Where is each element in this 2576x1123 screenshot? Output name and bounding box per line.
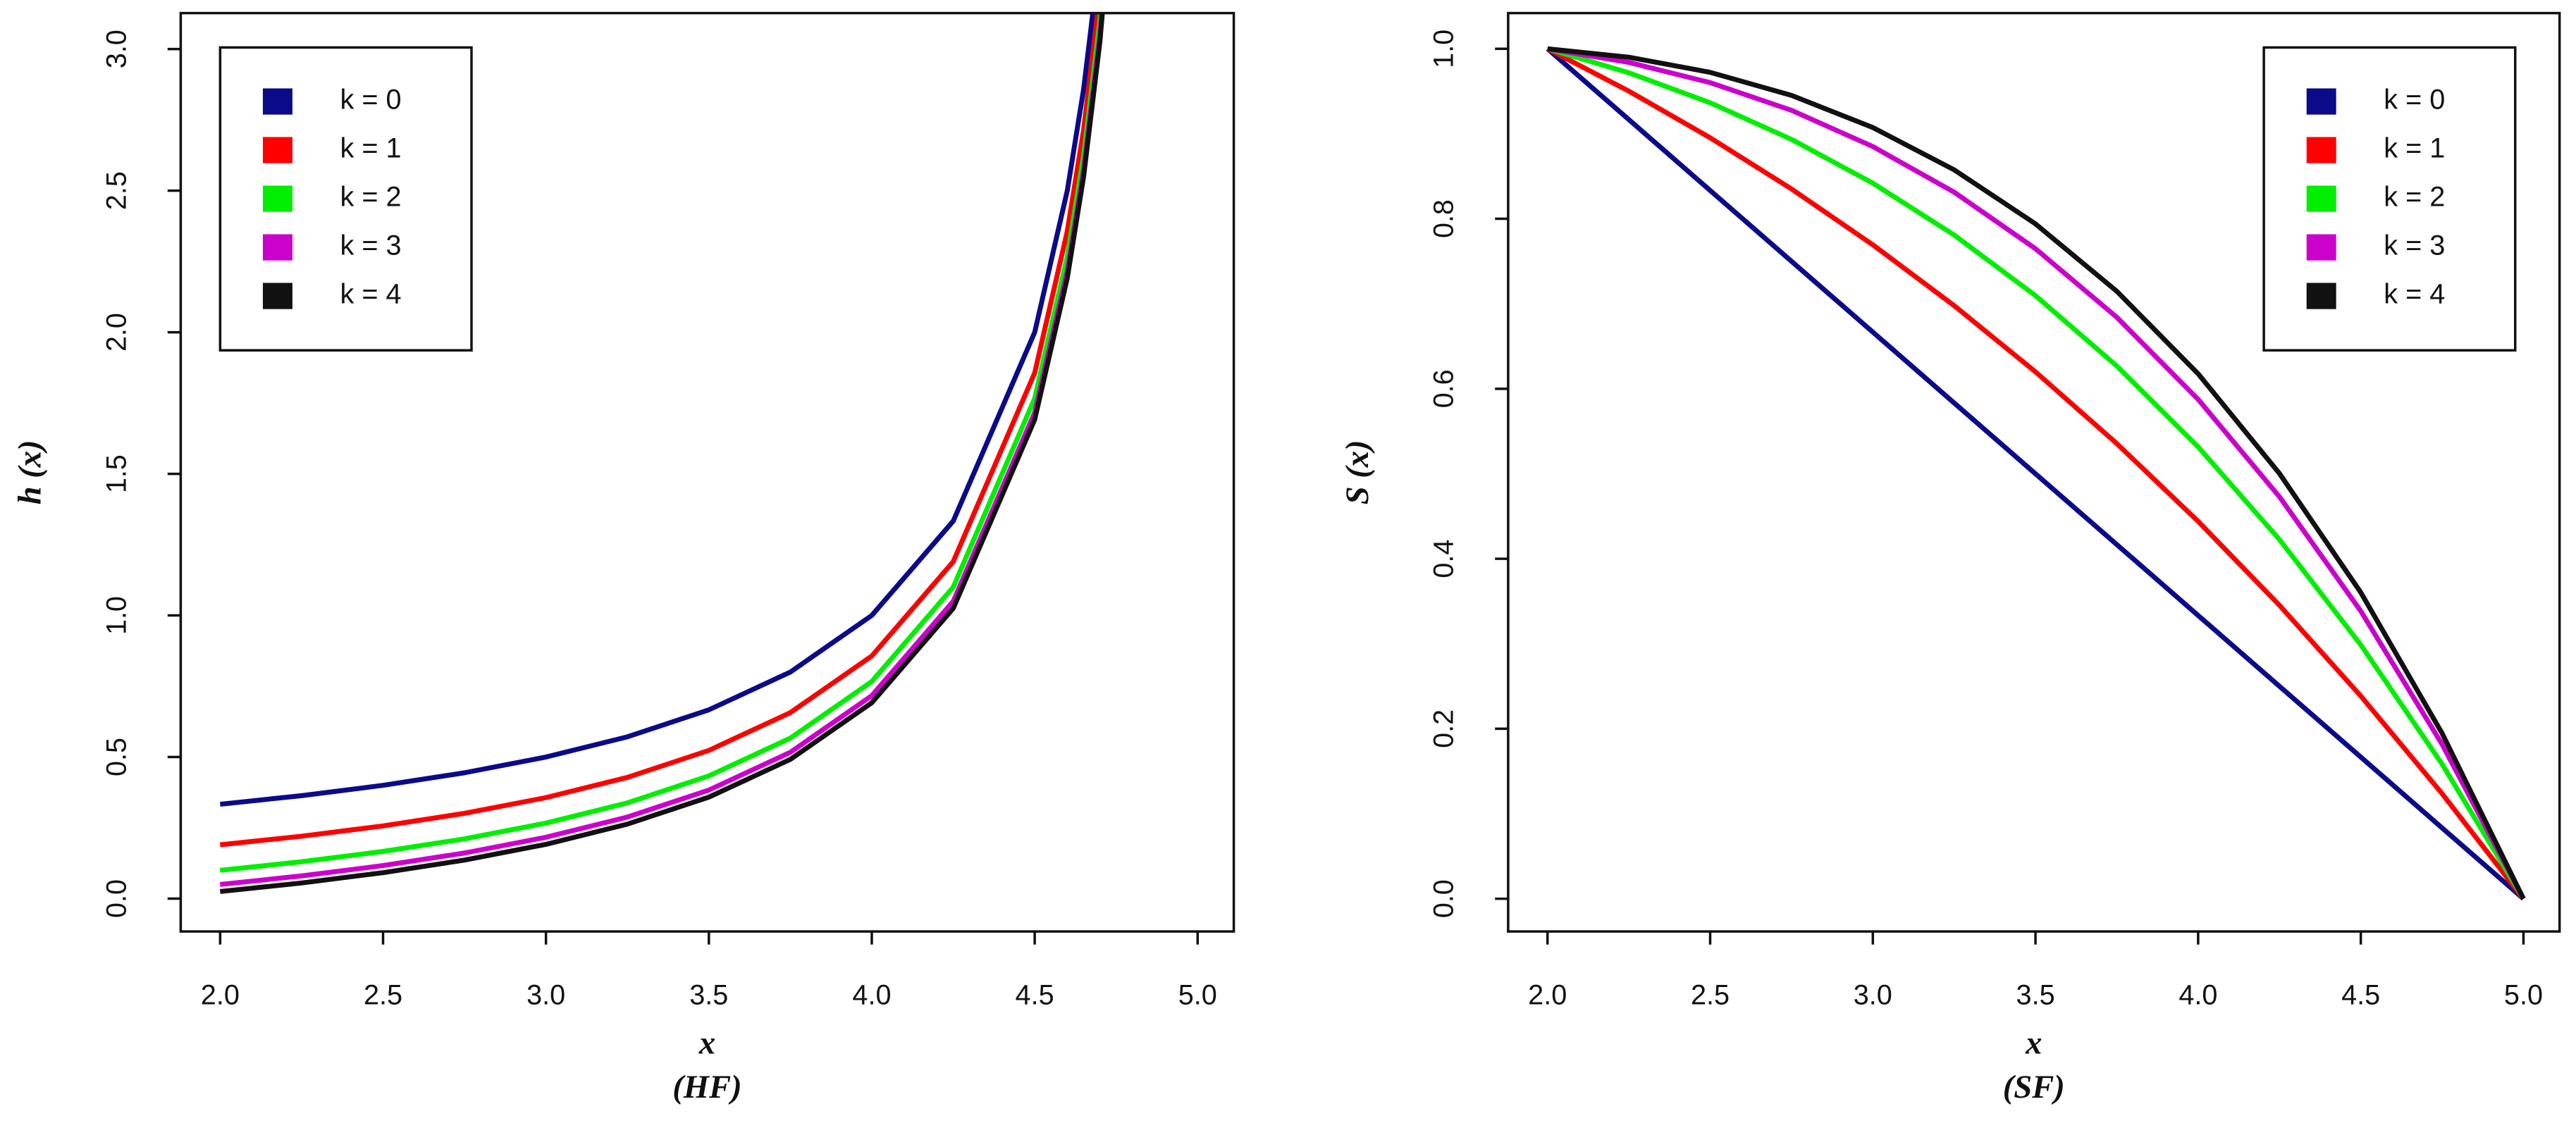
legend-label: k = 0 — [340, 85, 402, 116]
y-tick-label: 0.0 — [101, 879, 132, 918]
y-tick-label: 0.2 — [1429, 709, 1460, 748]
legend-swatch — [2306, 137, 2336, 163]
x-tick-label: 3.0 — [526, 980, 565, 1011]
y-tick-label: 2.0 — [101, 313, 132, 352]
y-tick-label: 1.0 — [101, 596, 132, 635]
legend-label: k = 2 — [2384, 182, 2445, 213]
series-line — [219, 13, 1105, 894]
x-tick-label: 4.0 — [852, 980, 891, 1011]
x-tick-label: 4.5 — [1016, 980, 1054, 1011]
series-line — [1546, 46, 2525, 901]
legend-swatch — [262, 234, 292, 261]
legend-swatch — [262, 88, 292, 115]
legend-box — [2262, 46, 2517, 352]
x-tick-label: 3.0 — [1854, 980, 1892, 1011]
x-tick-label: 2.0 — [201, 980, 240, 1011]
legend-swatch — [262, 283, 292, 309]
y-tick-label: 0.4 — [1429, 540, 1460, 578]
legend-label: k = 2 — [340, 182, 402, 213]
plot-frame — [179, 11, 1235, 933]
legend-swatch — [2306, 234, 2336, 261]
y-axis-title: h (x) — [12, 440, 48, 505]
series-line — [219, 13, 1096, 807]
x-axis-title: x — [2025, 1026, 2042, 1062]
y-tick-label: 1.0 — [1429, 30, 1460, 68]
legend-label: k = 1 — [2384, 133, 2445, 164]
legend-swatch — [2306, 283, 2336, 309]
legend-box — [218, 46, 473, 352]
plot-frame — [1507, 11, 2561, 933]
legend-label: k = 3 — [2384, 230, 2445, 261]
y-tick-label: 0.5 — [101, 738, 132, 776]
x-tick-label: 5.0 — [2504, 980, 2543, 1011]
x-tick-label: 2.5 — [364, 980, 402, 1011]
caption: (SF) — [2003, 1069, 2065, 1105]
chart: 2.0 2.5 3.0 3.5 4.0 4.5 5.0 0.0 0.5 1.0 1.5 2.0 2.5 3… — [12, 11, 1235, 1105]
y-tick-label: 0.6 — [1429, 369, 1460, 408]
x-tick-label: 5.0 — [1178, 980, 1217, 1011]
caption: (HF) — [672, 1069, 741, 1105]
y-tick-label: 1.5 — [101, 454, 132, 493]
series-line — [219, 13, 1101, 848]
legend-label: k = 4 — [2384, 279, 2445, 310]
y-tick-label: 3.0 — [101, 30, 132, 68]
series-line — [1547, 46, 2526, 900]
legend-label: k = 0 — [2384, 85, 2445, 116]
series-line — [1546, 46, 2526, 900]
x-tick-label: 3.5 — [689, 980, 728, 1011]
x-tick-label: 4.0 — [2178, 980, 2217, 1011]
y-tick-label: 0.0 — [1429, 879, 1460, 918]
x-tick-label: 2.5 — [1691, 980, 1730, 1011]
legend-label: k = 3 — [340, 230, 402, 261]
x-tick-label: 4.5 — [2341, 980, 2380, 1011]
legend-label: k = 4 — [340, 279, 402, 310]
legend-swatch — [2306, 88, 2336, 115]
y-axis-title: S (x) — [1340, 440, 1376, 505]
x-tick-label: 2.0 — [1528, 980, 1567, 1011]
chart: 2.0 2.5 3.0 3.5 4.0 4.5 5.0 0.0 0.2 0.4 0.6 0.8 1.0 x… — [1340, 11, 2561, 1105]
legend-swatch — [2306, 185, 2336, 212]
series-line — [1547, 46, 2526, 900]
series-line — [1546, 46, 2526, 900]
legend-label: k = 1 — [340, 133, 402, 164]
legend-swatch — [262, 185, 292, 212]
x-axis-title: x — [698, 1026, 715, 1062]
legend-swatch — [262, 137, 292, 163]
x-tick-label: 3.5 — [2016, 980, 2055, 1011]
y-tick-label: 0.8 — [1429, 199, 1460, 238]
y-tick-label: 2.5 — [101, 171, 132, 210]
